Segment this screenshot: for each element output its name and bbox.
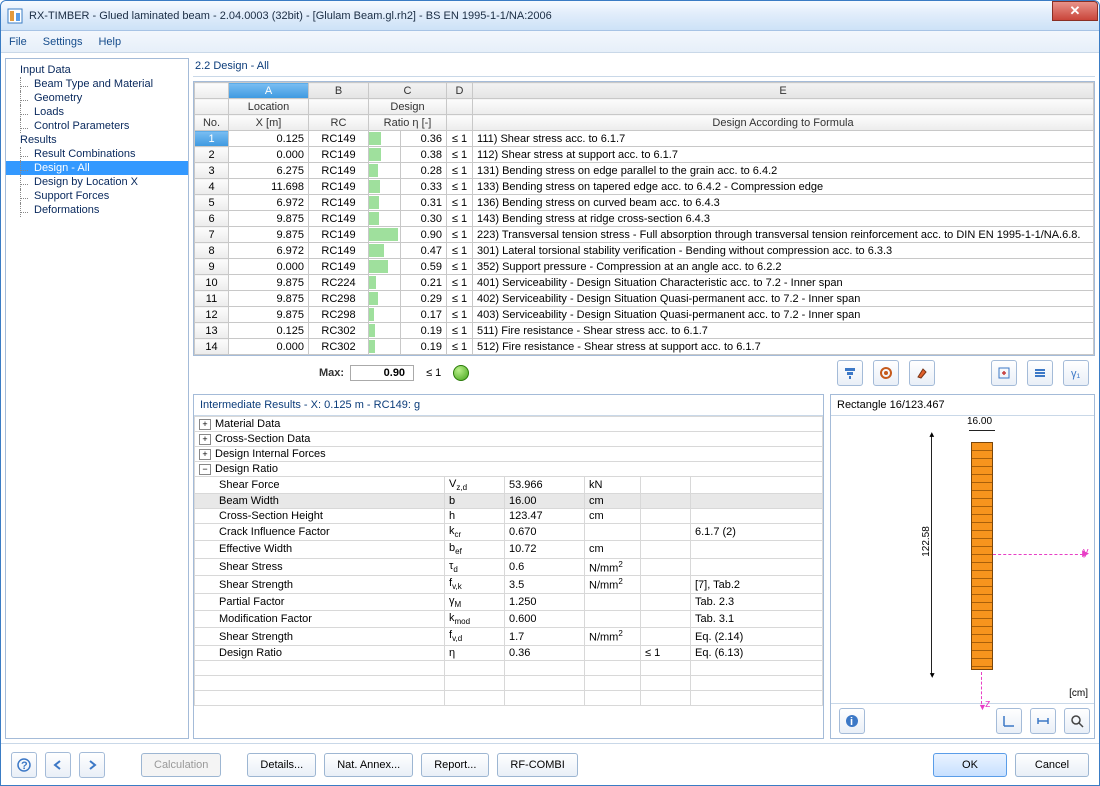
app-icon (7, 8, 23, 24)
cancel-button[interactable]: Cancel (1015, 753, 1089, 777)
titlebar: RX-TIMBER - Glued laminated beam - 2.04.… (1, 1, 1099, 31)
tree-row-collapsed[interactable]: +Material Data (195, 417, 823, 432)
nat-annex-button[interactable]: Nat. Annex... (324, 753, 413, 777)
sidebar: Input DataBeam Type and MaterialGeometry… (5, 58, 189, 739)
close-button[interactable]: ✕ (1052, 1, 1098, 21)
window-title: RX-TIMBER - Glued laminated beam - 2.04.… (29, 10, 1052, 22)
result-row[interactable]: Beam Widthb16.00cm (195, 494, 823, 509)
col-b[interactable]: B (309, 83, 369, 99)
main-panel: 2.2 Design - All A B C (193, 58, 1095, 739)
table-row[interactable]: 36.275RC1490.28≤ 1131) Bending stress on… (195, 163, 1094, 179)
lower-panels: Intermediate Results - X: 0.125 m - RC14… (193, 394, 1095, 739)
result-row[interactable]: Effective Widthbef10.72cm (195, 541, 823, 558)
col-d[interactable]: D (447, 83, 473, 99)
cross-section-panel: Rectangle 16/123.467 16.00 122.58 y z [c… (830, 394, 1095, 739)
max-row: Max: 0.90 ≤ 1 γ₁ (193, 356, 1095, 390)
next-button[interactable] (79, 752, 105, 778)
axis-icon[interactable] (996, 708, 1022, 734)
tree-item[interactable]: Design - All (6, 161, 188, 175)
menu-help[interactable]: Help (98, 36, 121, 48)
intermediate-title: Intermediate Results - X: 0.125 m - RC14… (194, 395, 823, 416)
ok-icon (453, 365, 469, 381)
table-row[interactable]: 411.698RC1490.33≤ 1133) Bending stress o… (195, 179, 1094, 195)
prev-button[interactable] (45, 752, 71, 778)
svg-text:i: i (850, 716, 853, 728)
tool-export-icon[interactable] (991, 360, 1017, 386)
tool-color-icon[interactable] (909, 360, 935, 386)
col-a[interactable]: A (229, 83, 309, 99)
dimension-icon[interactable] (1030, 708, 1056, 734)
cross-section-title: Rectangle 16/123.467 (831, 395, 1094, 416)
zoom-icon[interactable] (1064, 708, 1090, 734)
result-row[interactable]: Modification Factorkmod0.600Tab. 3.1 (195, 611, 823, 628)
menubar: File Settings Help (1, 31, 1099, 53)
table-row[interactable]: 119.875RC2980.29≤ 1402) Serviceability -… (195, 291, 1094, 307)
ok-button[interactable]: OK (933, 753, 1007, 777)
max-label: Max: (319, 367, 344, 379)
table-row[interactable]: 129.875RC2980.17≤ 1403) Serviceability -… (195, 307, 1094, 323)
tree-item[interactable]: Loads (6, 105, 188, 119)
content-header: 2.2 Design - All A B C (193, 58, 1095, 390)
tool-view-icon[interactable] (873, 360, 899, 386)
result-row[interactable]: Partial FactorγM1.250Tab. 2.3 (195, 593, 823, 610)
table-row[interactable]: 86.972RC1490.47≤ 1301) Lateral torsional… (195, 243, 1094, 259)
result-row[interactable]: Shear Stressτd0.6N/mm2 (195, 558, 823, 576)
tool-filter-icon[interactable] (837, 360, 863, 386)
app-window: RX-TIMBER - Glued laminated beam - 2.04.… (0, 0, 1100, 786)
tree-group[interactable]: Input Data (6, 63, 188, 77)
tree-item[interactable]: Control Parameters (6, 119, 188, 133)
cross-section-drawing: 16.00 122.58 y z [cm] (831, 416, 1094, 703)
tree-item[interactable]: Design by Location X (6, 175, 188, 189)
tree-item[interactable]: Support Forces (6, 189, 188, 203)
report-button[interactable]: Report... (421, 753, 489, 777)
tree-item[interactable]: Result Combinations (6, 147, 188, 161)
tree-item[interactable]: Beam Type and Material (6, 77, 188, 91)
tree-item[interactable]: Geometry (6, 91, 188, 105)
table-row[interactable]: 20.000RC1490.38≤ 1112) Shear stress at s… (195, 147, 1094, 163)
table-row[interactable]: 79.875RC1490.90≤ 1223) Transversal tensi… (195, 227, 1094, 243)
result-row[interactable]: Design Ratioη0.36≤ 1Eq. (6.13) (195, 645, 823, 660)
calculation-button[interactable]: Calculation (141, 753, 221, 777)
svg-text:γ₁: γ₁ (1071, 368, 1081, 380)
panel-title: 2.2 Design - All (193, 58, 1095, 77)
table-row[interactable]: 69.875RC1490.30≤ 1143) Bending stress at… (195, 211, 1094, 227)
tool-settings-icon[interactable]: γ₁ (1063, 360, 1089, 386)
client-area: Input DataBeam Type and MaterialGeometry… (1, 53, 1099, 743)
max-value: 0.90 (350, 365, 414, 381)
nav-tree: Input DataBeam Type and MaterialGeometry… (6, 59, 188, 221)
details-button[interactable]: Details... (247, 753, 316, 777)
tool-list-icon[interactable] (1027, 360, 1053, 386)
menu-file[interactable]: File (9, 36, 27, 48)
tree-group[interactable]: Results (6, 133, 188, 147)
tree-item[interactable]: Deformations (6, 203, 188, 217)
beam-rect (971, 442, 993, 670)
info-icon[interactable]: i (839, 708, 865, 734)
footer: ? Calculation Details... Nat. Annex... R… (1, 743, 1099, 785)
col-e[interactable]: E (473, 83, 1094, 99)
table-row[interactable]: 130.125RC3020.19≤ 1511) Fire resistance … (195, 323, 1094, 339)
result-row[interactable]: Shear Strengthfv,d1.7N/mm2Eq. (2.14) (195, 628, 823, 646)
result-row[interactable]: Crack Influence Factorkcr0.6706.1.7 (2) (195, 524, 823, 541)
tree-row-expanded[interactable]: −Design Ratio (195, 462, 823, 477)
cs-toolbar: i (831, 703, 1094, 738)
help-button[interactable]: ? (11, 752, 37, 778)
max-limit: ≤ 1 (420, 366, 447, 380)
result-row[interactable]: Shear Strengthfv,k3.5N/mm2[7], Tab.2 (195, 576, 823, 594)
svg-text:?: ? (21, 760, 28, 772)
tree-row-collapsed[interactable]: +Cross-Section Data (195, 432, 823, 447)
table-row[interactable]: 140.000RC3020.19≤ 1512) Fire resistance … (195, 339, 1094, 355)
table-row[interactable]: 109.875RC2240.21≤ 1401) Serviceability -… (195, 275, 1094, 291)
col-c[interactable]: C (369, 83, 447, 99)
result-row[interactable]: Shear ForceVz,d53.966kN (195, 477, 823, 494)
design-grid[interactable]: A B C D E Location Design (193, 81, 1095, 356)
table-row[interactable]: 56.972RC1490.31≤ 1136) Bending stress on… (195, 195, 1094, 211)
rf-combi-button[interactable]: RF-COMBI (497, 753, 577, 777)
result-row[interactable]: Cross-Section Heighth123.47cm (195, 509, 823, 524)
menu-settings[interactable]: Settings (43, 36, 83, 48)
table-row[interactable]: 10.125RC1490.36≤ 1111) Shear stress acc.… (195, 131, 1094, 147)
table-row[interactable]: 90.000RC1490.59≤ 1352) Support pressure … (195, 259, 1094, 275)
intermediate-results: Intermediate Results - X: 0.125 m - RC14… (193, 394, 824, 739)
tree-row-collapsed[interactable]: +Design Internal Forces (195, 447, 823, 462)
